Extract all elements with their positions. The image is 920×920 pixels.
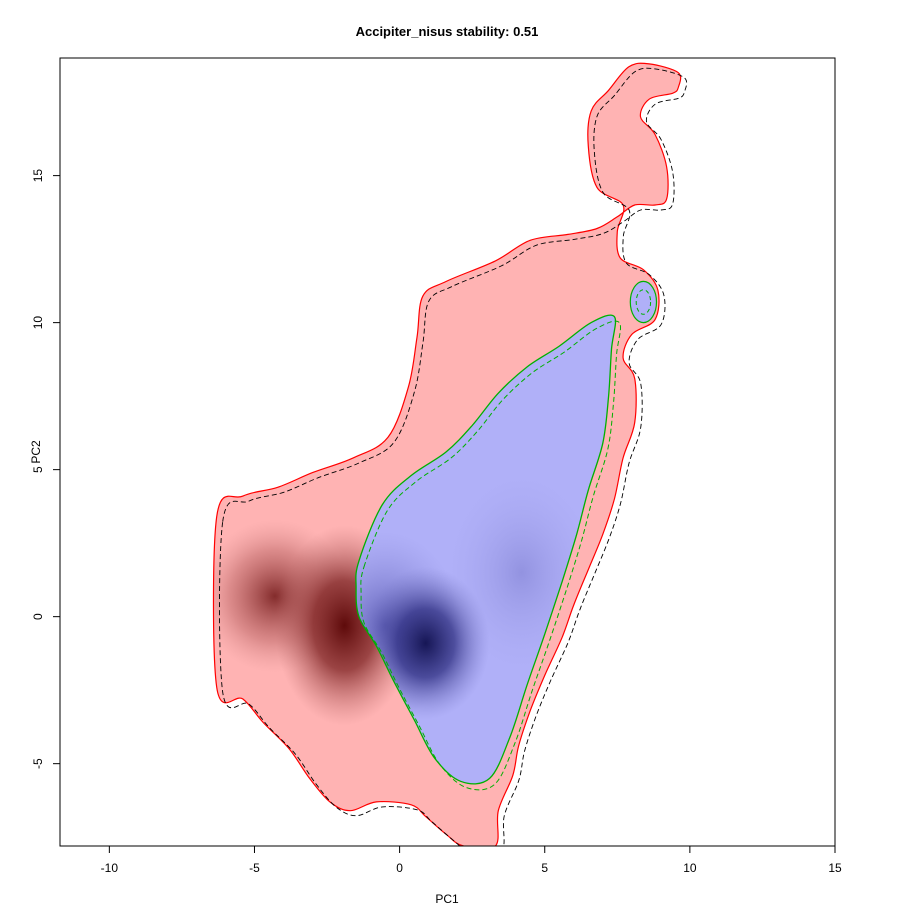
- x-tick-label: 15: [828, 861, 842, 875]
- y-tick-label: 10: [31, 316, 45, 330]
- y-axis: -5 0 5 10 15: [31, 169, 61, 769]
- y-tick-label: 15: [31, 169, 45, 183]
- invaded-range-contour: [355, 314, 617, 785]
- invaded-dashed-contour: [360, 320, 622, 791]
- x-tick-label: 5: [541, 861, 548, 875]
- x-tick-label: 0: [396, 861, 403, 875]
- x-axis-label: PC1: [435, 892, 459, 906]
- native-range-contour: [212, 62, 682, 846]
- x-tick-label: -10: [101, 861, 119, 875]
- plot-area: [212, 62, 688, 846]
- y-tick-label: 0: [31, 613, 45, 620]
- chart-title: Accipiter_nisus stability: 0.51: [356, 24, 539, 39]
- y-axis-label: PC2: [29, 440, 43, 464]
- invaded-small-patch-contour: [635, 289, 652, 315]
- x-tick-label: 10: [683, 861, 697, 875]
- native-dashed-contour: [219, 67, 688, 846]
- y-tick-label: -5: [31, 758, 45, 769]
- invaded-small-patch: [629, 280, 658, 324]
- y-tick-label: 5: [31, 466, 45, 473]
- x-tick-label: -5: [249, 861, 260, 875]
- x-axis: -10 -5 0 5 10 15: [101, 845, 842, 875]
